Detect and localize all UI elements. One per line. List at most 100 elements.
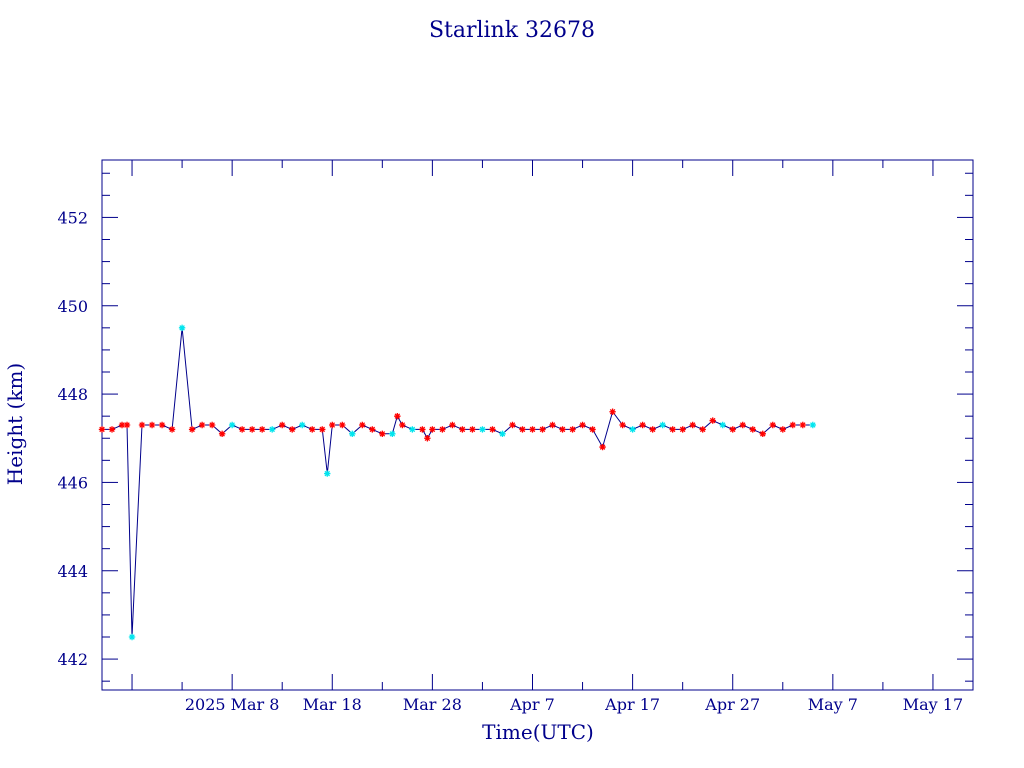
data-point-marker bbox=[208, 421, 216, 429]
data-point-marker bbox=[659, 421, 666, 429]
data-point-marker bbox=[639, 421, 646, 429]
series-line bbox=[102, 327, 813, 638]
x-tick-label: Mar 28 bbox=[403, 695, 462, 714]
data-point-marker bbox=[268, 426, 276, 433]
data-point-marker bbox=[218, 430, 226, 438]
x-tick-label: May 17 bbox=[903, 695, 963, 714]
data-point-marker bbox=[619, 421, 626, 429]
data-point-marker bbox=[158, 421, 166, 429]
data-point-marker bbox=[579, 421, 586, 429]
y-tick-labels: 442 444 446 448 450 452 bbox=[57, 208, 88, 669]
data-point-marker bbox=[799, 421, 807, 429]
data-point-marker bbox=[759, 430, 766, 438]
x-tick-labels: 2025 Mar 8 Mar 18 Mar 28 Apr 7 Apr 17 Apr 27 M… bbox=[185, 695, 963, 714]
data-point-marker bbox=[424, 435, 431, 442]
data-point-marker bbox=[569, 426, 576, 433]
data-point-marker bbox=[319, 426, 326, 433]
data-point-marker bbox=[309, 426, 316, 433]
data-point-marker bbox=[679, 426, 686, 433]
data-point-marker bbox=[349, 430, 356, 438]
x-tick-label: 2025 Mar 8 bbox=[185, 695, 280, 714]
y-axis-label: Height (km) bbox=[3, 363, 27, 485]
data-point-marker bbox=[359, 421, 366, 429]
data-point-marker bbox=[549, 421, 556, 429]
y-tick-label: 452 bbox=[57, 208, 88, 227]
data-point-marker bbox=[324, 470, 331, 477]
data-point-marker bbox=[238, 426, 246, 433]
data-point-marker bbox=[789, 421, 796, 429]
y-tick-label: 442 bbox=[57, 650, 88, 669]
series-markers bbox=[98, 324, 817, 641]
data-point-marker bbox=[809, 421, 817, 429]
data-point-marker bbox=[394, 412, 401, 420]
data-point-marker bbox=[719, 421, 726, 429]
data-point-marker bbox=[188, 426, 196, 433]
data-point-marker bbox=[289, 426, 296, 433]
y-tick-label: 448 bbox=[57, 385, 88, 404]
data-point-marker bbox=[369, 426, 376, 433]
data-point-marker bbox=[489, 426, 496, 433]
data-point-marker bbox=[118, 421, 126, 429]
data-point-marker bbox=[329, 421, 336, 429]
chart-title: Starlink 32678 bbox=[429, 18, 595, 43]
data-point-marker bbox=[98, 426, 106, 433]
data-point-marker bbox=[589, 426, 596, 433]
data-point-marker bbox=[299, 421, 306, 429]
data-point-marker bbox=[449, 421, 456, 429]
data-point-marker bbox=[539, 426, 546, 433]
data-point-marker bbox=[198, 421, 206, 429]
data-point-marker bbox=[123, 421, 131, 429]
data-point-marker bbox=[138, 421, 146, 429]
axis-ticks bbox=[102, 160, 973, 690]
y-tick-label: 450 bbox=[57, 297, 88, 316]
data-point-marker bbox=[599, 443, 606, 451]
y-tick-label: 446 bbox=[57, 473, 88, 492]
data-point-marker bbox=[629, 426, 636, 433]
data-point-marker bbox=[779, 426, 786, 433]
data-point-marker bbox=[419, 426, 426, 433]
data-point-marker bbox=[459, 426, 466, 433]
data-point-marker bbox=[649, 426, 656, 433]
data-point-marker bbox=[389, 430, 396, 438]
data-point-marker bbox=[669, 426, 676, 433]
data-point-marker bbox=[509, 421, 516, 429]
data-point-marker bbox=[108, 426, 116, 433]
data-point-marker bbox=[499, 430, 506, 438]
data-point-marker bbox=[339, 421, 346, 429]
data-point-marker bbox=[519, 426, 526, 433]
data-point-marker bbox=[279, 421, 286, 429]
x-axis-label: Time(UTC) bbox=[482, 720, 594, 744]
data-point-marker bbox=[559, 426, 566, 433]
data-point-marker bbox=[749, 426, 756, 433]
data-point-marker bbox=[529, 426, 536, 433]
data-point-marker bbox=[399, 421, 406, 429]
data-point-marker bbox=[379, 430, 386, 438]
data-point-marker bbox=[479, 426, 486, 433]
data-point-marker bbox=[769, 421, 776, 429]
data-point-marker bbox=[429, 426, 436, 433]
data-point-marker bbox=[439, 426, 446, 433]
x-tick-label: Apr 7 bbox=[509, 695, 555, 714]
data-point-marker bbox=[228, 421, 236, 429]
data-point-marker bbox=[148, 421, 156, 429]
x-tick-label: May 7 bbox=[808, 695, 858, 714]
x-tick-label: Apr 27 bbox=[704, 695, 760, 714]
plot-frame bbox=[101, 159, 974, 691]
y-tick-label: 444 bbox=[57, 562, 88, 581]
data-point-marker bbox=[248, 426, 256, 433]
data-point-marker bbox=[178, 324, 186, 332]
data-point-marker bbox=[128, 633, 136, 641]
data-point-marker bbox=[469, 426, 476, 433]
data-point-marker bbox=[689, 421, 696, 429]
data-point-marker bbox=[258, 426, 266, 433]
data-point-marker bbox=[739, 421, 746, 429]
data-point-marker bbox=[609, 408, 616, 415]
data-point-marker bbox=[409, 426, 416, 433]
data-point-marker bbox=[729, 426, 736, 433]
x-tick-label: Mar 18 bbox=[303, 695, 362, 714]
data-point-marker bbox=[699, 426, 706, 433]
data-point-marker bbox=[168, 426, 176, 433]
data-point-marker bbox=[709, 417, 716, 424]
x-tick-label: Apr 17 bbox=[604, 695, 660, 714]
